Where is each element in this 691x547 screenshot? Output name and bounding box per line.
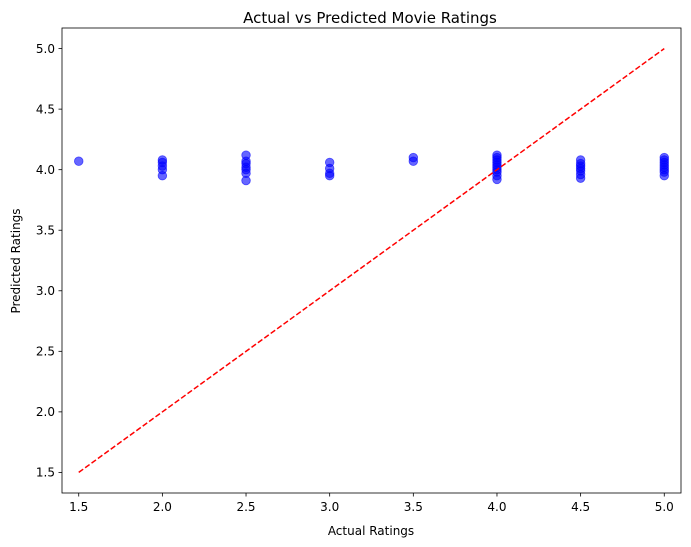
y-tick-label: 4.0 (36, 163, 55, 177)
scatter-point (492, 150, 502, 160)
scatter-point (157, 155, 168, 165)
x-axis-ticks: 1.5 2.0 2.5 3.0 3.5 4.0 4.5 5.0 (69, 493, 674, 514)
reference-diagonal-line (78, 47, 665, 474)
x-tick-label: 3.5 (404, 500, 423, 514)
scatter-point (659, 152, 669, 163)
x-tick-label: 2.0 (153, 500, 172, 514)
x-tick-label: 4.5 (571, 500, 590, 514)
y-tick-label: 3.5 (36, 224, 55, 238)
y-tick-label: 1.5 (36, 466, 55, 480)
axes-frame (61, 27, 682, 494)
scatter-point (575, 155, 586, 165)
x-tick-label: 2.5 (236, 500, 255, 514)
y-tick-label: 2.5 (36, 345, 55, 359)
y-tick-label: 3.0 (36, 284, 55, 298)
x-tick-label: 5.0 (655, 500, 674, 514)
x-axis-label: Actual Ratings (328, 524, 414, 538)
y-tick-label: 2.0 (36, 405, 55, 419)
x-tick-label: 3.0 (320, 500, 339, 514)
y-tick-label: 5.0 (36, 42, 55, 56)
plot-content (74, 47, 669, 474)
y-tick-label: 4.5 (36, 102, 55, 116)
scatter-point (74, 156, 84, 166)
y-axis-label: Predicted Ratings (9, 208, 23, 313)
x-tick-label: 4.0 (487, 500, 506, 514)
scatter-point (241, 150, 251, 160)
y-axis-ticks: 1.5 2.0 2.5 3.0 3.5 4.0 4.5 5.0 (36, 42, 62, 480)
chart-title: Actual vs Predicted Movie Ratings (243, 9, 497, 27)
x-tick-label: 1.5 (69, 500, 88, 514)
scatter-point (324, 157, 335, 168)
scatter-point (408, 152, 419, 163)
